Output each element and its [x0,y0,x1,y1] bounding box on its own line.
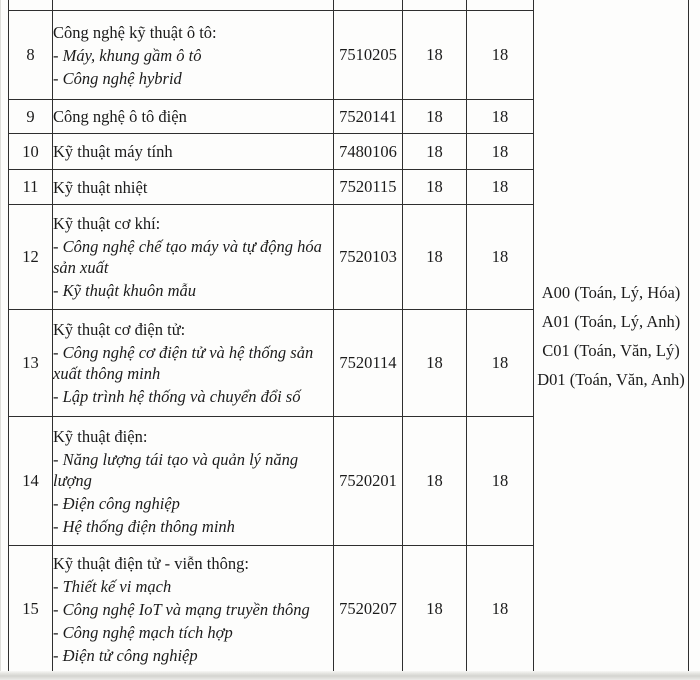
program-cell: Kỹ thuật cơ điện tử: - Công nghệ cơ điện … [52,309,334,417]
row-number-cell: 14 [8,416,53,546]
partial-cell-program [52,0,334,11]
row-number-cell: 15 [8,545,53,673]
row-number-cell: 9 [8,99,53,134]
program-title: Kỹ thuật điện: [53,426,148,446]
admissions-table: A00 (Toán, Lý, Hóa) A01 (Toán, Lý, Anh) C0… [8,0,689,673]
score-cell-2: 18 [466,10,534,100]
program-cell: Kỹ thuật cơ khí: - Công nghệ chế tạo máy … [52,204,334,310]
score-cell-1: 18 [402,169,467,205]
program-specialization: - Năng lượng tái tạo và quản lý năng lượ… [53,449,299,490]
program-cell: Công nghệ kỹ thuật ô tô: - Máy, khung gầm… [52,10,334,100]
table-row: 13 Kỹ thuật cơ điện tử: - Công nghệ cơ điệ… [8,309,689,417]
program-title: Kỹ thuật nhiệt [53,177,148,197]
program-title: Công nghệ kỹ thuật ô tô: [53,22,217,42]
program-code-cell: 7510205 [333,10,403,100]
table-row: 11 Kỹ thuật nhiệt 7520115 18 18 [8,169,689,205]
bottom-cutoff-strip [0,671,700,680]
row-number-cell: 11 [8,169,53,205]
row-number-cell: 12 [8,204,53,310]
partial-cell-score2 [466,0,534,11]
page-left-edge [0,0,1,680]
program-specialization: - Công nghệ IoT và mạng truyền thông [53,599,310,619]
program-cell: Kỹ thuật điện tử - viễn thông: - Thiết kế… [52,545,334,673]
score-cell-1: 18 [402,133,467,170]
program-title: Kỹ thuật cơ điện tử: [53,320,186,339]
program-specialization: - Máy, khung gầm ô tô [53,45,202,65]
program-title: Công nghệ ô tô điện [53,107,187,126]
partial-cell-score1 [402,0,467,11]
program-specialization: - Công nghệ cơ điện tử và hệ thống sản x… [53,343,314,383]
score-cell-1: 18 [402,416,467,546]
subject-combination: A00 (Toán, Lý, Hóa) [541,283,681,302]
table-row: 8 Công nghệ kỹ thuật ô tô: - Máy, khung gầ… [8,10,689,100]
program-code-cell: 7520103 [333,204,403,310]
program-title: Kỹ thuật điện tử - viễn thông: [53,553,249,573]
partial-cell-code [333,0,403,11]
program-specialization: - Điện tử công nghiệp [53,645,198,665]
program-code-cell: 7520141 [333,99,403,134]
row-number-cell: 10 [8,133,53,170]
score-cell-2: 18 [466,204,534,310]
program-specialization: - Lập trình hệ thống và chuyển đổi số [53,387,301,406]
subject-combination: A01 (Toán, Lý, Anh) [541,312,681,331]
score-cell-2: 18 [466,416,534,546]
program-specialization: - Kỹ thuật khuôn mẫu [53,281,196,300]
program-code-cell: 7520115 [333,169,403,205]
program-specialization: - Công nghệ mạch tích hợp [53,622,233,642]
table-row: 10 Kỹ thuật máy tính 7480106 18 18 [8,133,689,170]
program-specialization: - Điện công nghiệp [53,493,180,513]
program-code-cell: 7520114 [333,309,403,417]
program-cell: Kỹ thuật nhiệt [52,169,334,205]
score-cell-2: 18 [466,99,534,134]
score-cell-1: 18 [402,545,467,673]
program-specialization: - Công nghệ chế tạo máy và tự động hóa s… [53,237,322,277]
table-body: A00 (Toán, Lý, Hóa) A01 (Toán, Lý, Anh) C0… [8,0,689,673]
score-cell-2: 18 [466,545,534,673]
program-code-cell: 7520207 [333,545,403,673]
program-cell: Công nghệ ô tô điện [52,99,334,134]
program-cell: Kỹ thuật máy tính [52,133,334,170]
program-specialization: - Thiết kế vi mạch [53,576,172,596]
score-cell-1: 18 [402,309,467,417]
subject-combination: C01 (Toán, Văn, Lý) [542,341,680,360]
table-row: 9 Công nghệ ô tô điện 7520141 18 18 [8,99,689,134]
row-number-cell: 13 [8,309,53,417]
program-code-cell: 7480106 [333,133,403,170]
subject-combination: D01 (Toán, Văn, Anh) [537,370,685,389]
score-cell-2: 18 [466,169,534,205]
score-cell-2: 18 [466,133,534,170]
row-number-cell: 8 [8,10,53,100]
subject-combinations-cell: A00 (Toán, Lý, Hóa) A01 (Toán, Lý, Anh) C0… [533,0,689,673]
score-cell-1: 18 [402,10,467,100]
program-specialization: - Hệ thống điện thông minh [53,516,235,536]
partial-top-row: A00 (Toán, Lý, Hóa) A01 (Toán, Lý, Anh) C0… [8,0,689,673]
table-row: 15 Kỹ thuật điện tử - viễn thông: - Thiết … [8,545,689,673]
score-cell-1: 18 [402,99,467,134]
program-code-cell: 7520201 [333,416,403,546]
program-title: Kỹ thuật cơ khí: [53,214,161,233]
score-cell-2: 18 [466,309,534,417]
partial-cell-no [8,0,53,11]
score-cell-1: 18 [402,204,467,310]
program-cell: Kỹ thuật điện: - Năng lượng tái tạo và qu… [52,416,334,546]
program-title: Kỹ thuật máy tính [53,142,173,161]
program-specialization: - Công nghệ hybrid [53,68,182,88]
table-row: 12 Kỹ thuật cơ khí: - Công nghệ chế tạo má… [8,204,689,310]
